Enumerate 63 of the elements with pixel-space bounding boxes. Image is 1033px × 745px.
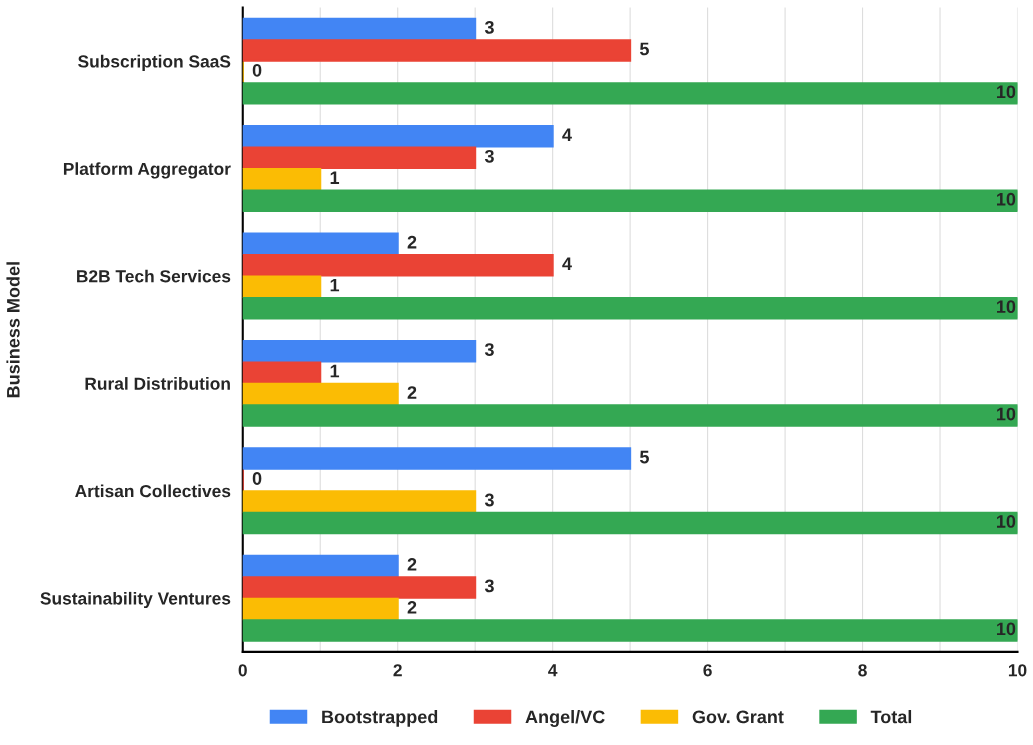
bar	[242, 168, 322, 191]
bar	[242, 17, 477, 41]
x-tick-label: 8	[858, 664, 867, 677]
bar	[242, 554, 399, 578]
data-label: 3	[484, 493, 494, 507]
bar	[242, 511, 1018, 535]
bar	[242, 404, 1018, 427]
data-label: 3	[484, 343, 494, 357]
data-label: 2	[407, 600, 417, 614]
data-label: 4	[562, 257, 572, 270]
bar	[242, 275, 322, 298]
data-label: 1	[330, 364, 340, 378]
x-tick-label: 0	[238, 664, 247, 677]
y-tick-label: Subscription SaaS	[78, 54, 231, 72]
data-label: 10	[997, 300, 1016, 314]
data-label: 10	[997, 85, 1016, 99]
bar	[242, 339, 477, 363]
legend-label: Gov. Grant	[692, 710, 784, 724]
data-label: 3	[484, 149, 494, 163]
bar	[242, 447, 632, 470]
bar	[242, 189, 1018, 213]
x-tick-label: 2	[393, 664, 402, 677]
bar	[242, 39, 632, 62]
data-label: 10	[997, 192, 1016, 206]
bar	[242, 253, 554, 277]
bar	[242, 232, 399, 255]
data-label: 5	[639, 450, 649, 464]
y-tick-label: B2B Tech Services	[77, 269, 231, 283]
data-label: 2	[407, 386, 417, 399]
bar	[242, 490, 477, 513]
legend-label: Total	[870, 710, 912, 724]
bar	[242, 361, 322, 384]
y-tick-label: Artisan Collectives	[75, 484, 231, 498]
data-label: 0	[252, 472, 262, 485]
bar	[242, 82, 1018, 105]
data-label: 2	[407, 235, 417, 249]
bar	[242, 576, 477, 599]
legend-label: Angel/VC	[525, 710, 605, 727]
bar	[242, 619, 1018, 642]
data-label: 3	[484, 20, 494, 34]
data-label: 10	[997, 622, 1016, 636]
x-tick-label: 6	[703, 664, 712, 677]
x-tick-label: 10	[1008, 664, 1027, 677]
data-label: 2	[407, 558, 417, 571]
bar	[242, 597, 399, 621]
data-label: 4	[562, 128, 572, 141]
data-label: 5	[639, 42, 649, 56]
data-label: 10	[997, 407, 1016, 421]
x-tick-label: 4	[548, 664, 558, 677]
bar	[242, 146, 477, 170]
bar	[242, 382, 399, 406]
data-label: 0	[252, 63, 262, 77]
bar	[242, 125, 554, 148]
y-axis-title: Business Model	[6, 262, 20, 398]
data-label: 1	[330, 171, 340, 184]
legend-label: Bootstrapped	[322, 710, 438, 727]
data-label: 3	[484, 579, 494, 593]
y-tick-label: Sustainability Ventures	[40, 591, 231, 609]
bar	[242, 296, 1018, 320]
y-tick-label: Platform Aggregator	[63, 162, 231, 179]
data-label: 1	[330, 278, 340, 292]
y-tick-label: Rural Distribution	[85, 377, 230, 390]
data-label: 10	[997, 515, 1016, 528]
